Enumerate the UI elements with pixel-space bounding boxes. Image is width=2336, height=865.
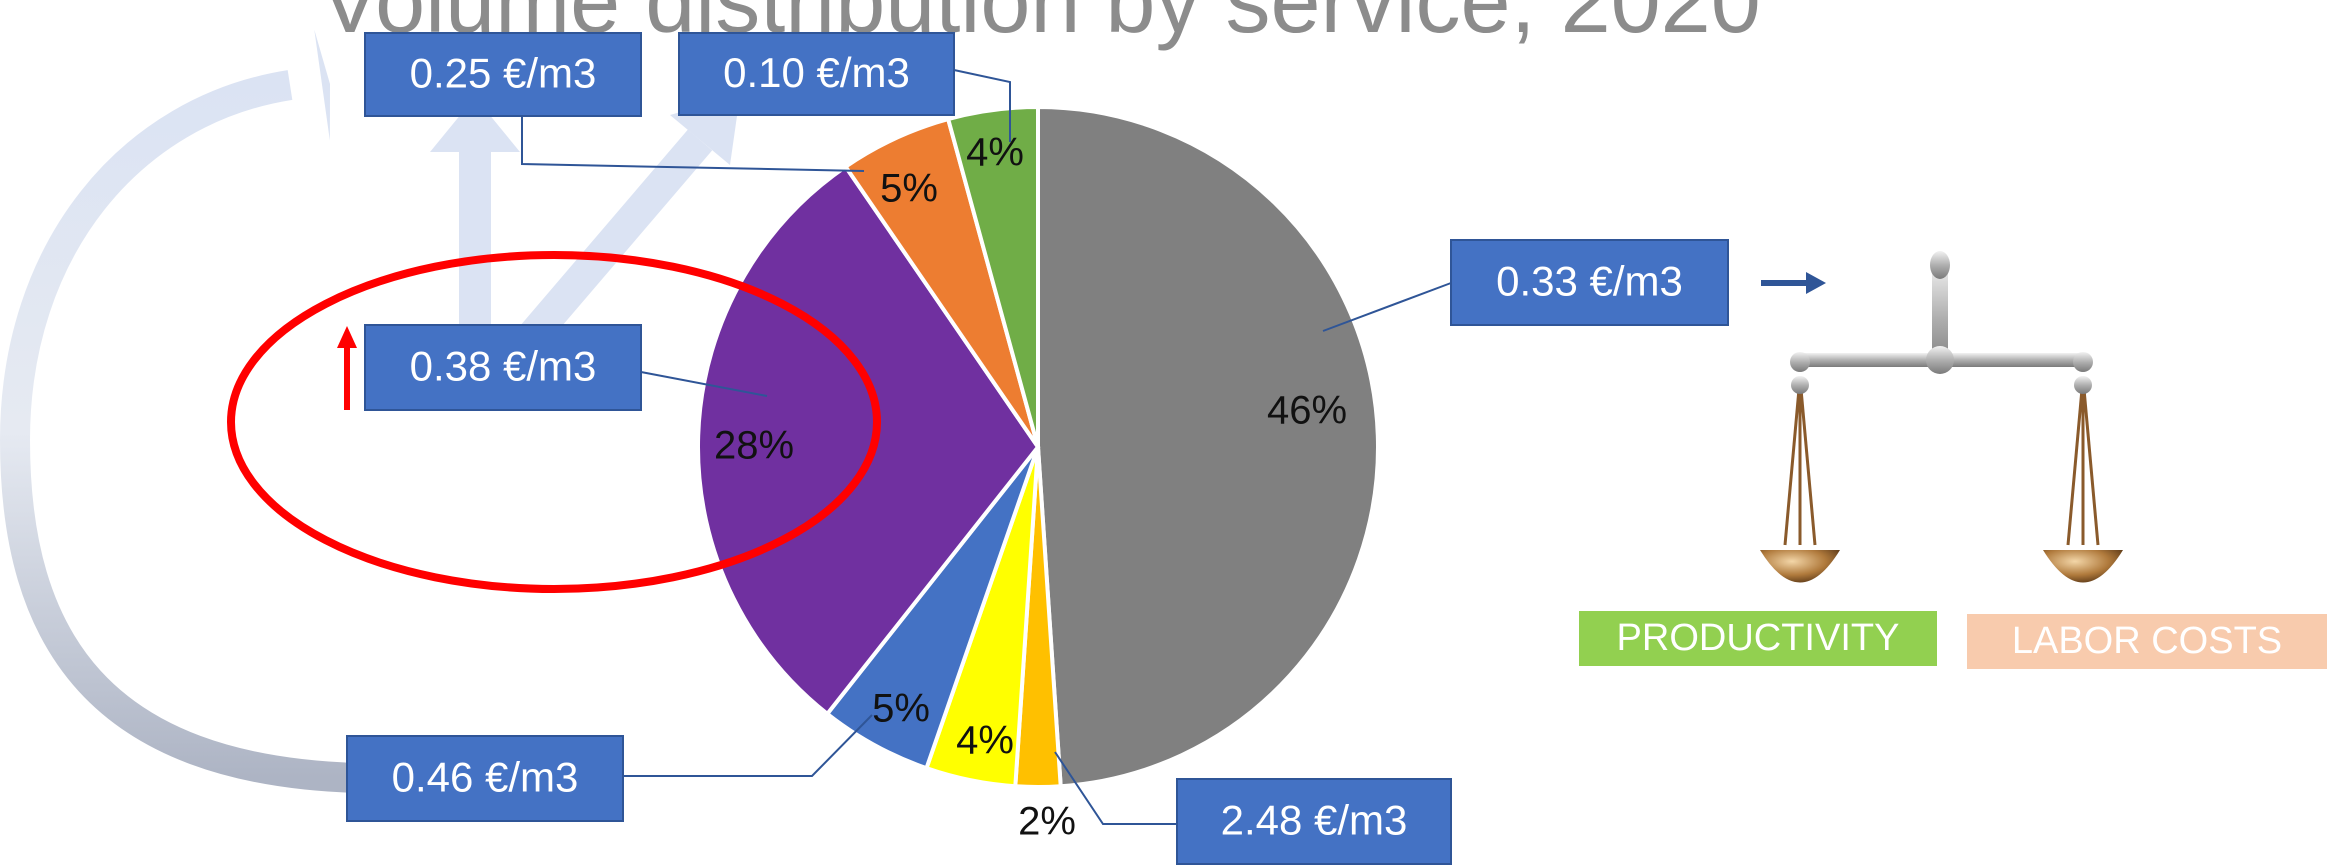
balance-scale bbox=[1760, 251, 2123, 583]
slice-label: 5% bbox=[872, 687, 930, 731]
red-arrow-head bbox=[337, 326, 357, 348]
slice-label: 2% bbox=[1018, 800, 1076, 844]
curved-arrow bbox=[15, 85, 357, 778]
price-label: 2.48 €/m3 bbox=[1221, 797, 1408, 844]
slice-label: 28% bbox=[714, 424, 794, 468]
slice-label: 5% bbox=[880, 167, 938, 211]
price-label: 0.25 €/m3 bbox=[410, 50, 597, 97]
slice-label: 46% bbox=[1267, 389, 1347, 433]
leader-line bbox=[623, 715, 872, 776]
slice-label: 4% bbox=[956, 719, 1014, 763]
price-label: 0.33 €/m3 bbox=[1496, 258, 1683, 305]
price-label: 0.38 €/m3 bbox=[410, 343, 597, 390]
up-arrow bbox=[459, 150, 491, 345]
diag-arrow bbox=[529, 140, 700, 340]
price-label: 0.46 €/m3 bbox=[392, 754, 579, 801]
pie: 46%2%4%5%28%5%4% bbox=[698, 107, 1378, 844]
page: {"chart_data": {"type": "pie", "title": … bbox=[0, 0, 2336, 865]
pie-slice bbox=[1038, 107, 1378, 786]
slide: Volume distribution by service, 2020 46%… bbox=[0, 0, 2336, 865]
slice-label: 4% bbox=[966, 131, 1024, 175]
labor-costs-label: LABOR COSTS bbox=[2012, 620, 2282, 662]
productivity-label: PRODUCTIVITY bbox=[1617, 617, 1900, 659]
price-label: 0.10 €/m3 bbox=[723, 49, 910, 96]
blue-arrow-head bbox=[1806, 272, 1826, 294]
